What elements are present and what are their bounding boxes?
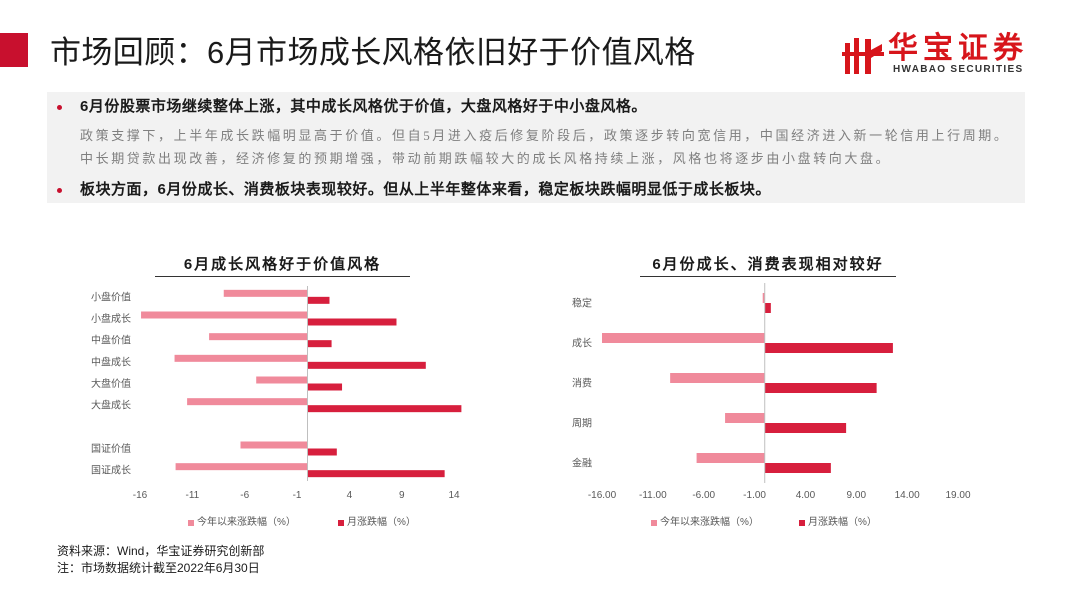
x-tick-label: -11 (185, 490, 199, 501)
monthly-change-bar (307, 383, 343, 391)
x-tick-label: -1.00 (743, 490, 766, 501)
category-label: 周期 (572, 418, 592, 430)
ytd-change-bar (696, 453, 765, 463)
monthly-change-bar (307, 361, 426, 369)
summary-bullet: 6月份股票市场继续整体上涨，其中成长风格优于价值，大盘风格好于中小盘风格。 (80, 98, 647, 115)
legend-swatch (651, 520, 657, 526)
source-note: 资料来源：Wind，华宝证券研究创新部 (57, 544, 265, 558)
monthly-change-bar (307, 470, 445, 478)
x-tick-label: -16.00 (588, 490, 617, 501)
ytd-change-bar (240, 441, 308, 449)
x-tick-label: -16 (133, 490, 148, 501)
category-label: 小盘价值 (91, 290, 131, 303)
category-label: 小盘成长 (91, 312, 131, 325)
x-tick-label: 4 (347, 490, 353, 501)
monthly-change-bar (764, 303, 771, 313)
bullet-marker (57, 105, 62, 110)
ytd-change-bar (187, 398, 308, 406)
hwabao-logo: 华宝证券 HWABAO SECURITIES (842, 32, 1042, 79)
ytd-change-bar (670, 373, 765, 383)
monthly-change-bar (764, 463, 831, 473)
legend-swatch (338, 520, 344, 526)
hwabao-logo-icon (842, 38, 884, 74)
x-tick-label: -6 (240, 490, 249, 501)
category-label: 大盘成长 (91, 399, 131, 412)
bullet-marker (57, 188, 62, 193)
category-label: 中盘价值 (91, 334, 131, 347)
category-label: 国证价值 (91, 442, 131, 455)
title-accent-bar (0, 33, 28, 67)
ytd-change-bar (174, 354, 308, 362)
monthly-change-bar (307, 448, 337, 456)
x-tick-label: 9 (399, 490, 405, 501)
chart-title: 6月份成长、消费表现相对较好 (640, 255, 896, 277)
summary-detail: 政策支撑下，上半年成长跌幅明显高于价值。但自5月进入疫后修复阶段后，政策逐步转向… (80, 128, 1010, 166)
x-tick-label: -1 (293, 490, 302, 501)
monthly-change-bar (307, 405, 462, 413)
category-label: 大盘价值 (91, 377, 131, 390)
legend-swatch (799, 520, 805, 526)
ytd-change-bar (223, 289, 308, 297)
page-title: 市场回顾：6月市场成长风格依旧好于价值风格 (50, 35, 696, 70)
ytd-change-bar (725, 413, 765, 423)
ytd-change-bar (762, 293, 765, 303)
x-tick-label: 19.00 (945, 490, 970, 501)
category-label: 消费 (572, 377, 592, 390)
x-tick-label: 14.00 (895, 490, 920, 501)
x-tick-label: -11.00 (639, 490, 667, 501)
ytd-change-bar (256, 376, 308, 384)
category-label: 成长 (572, 338, 592, 350)
data-cutoff-note: 注：市场数据统计截至2022年6月30日 (57, 561, 260, 575)
x-tick-label: 4.00 (796, 490, 816, 501)
monthly-change-bar (307, 340, 332, 348)
ytd-change-bar (141, 311, 308, 319)
monthly-change-bar (764, 383, 877, 393)
monthly-change-bar (764, 343, 893, 353)
ytd-change-bar (602, 333, 765, 343)
legend-label: 月涨跌幅（%） (347, 517, 416, 528)
category-label: 中盘成长 (91, 355, 131, 368)
legend-label: 今年以来涨跌幅（%） (660, 517, 759, 528)
legend-label: 月涨跌幅（%） (808, 517, 877, 528)
summary-bullet: 板块方面，6月份成长、消费板块表现较好。但从上半年整体来看，稳定板块跌幅明显低于… (80, 181, 771, 198)
category-label: 金融 (572, 457, 592, 470)
logo-name-cn: 华宝证券 (888, 32, 1028, 65)
x-tick-label: -6.00 (692, 490, 715, 501)
legend-swatch (188, 520, 194, 526)
monthly-change-bar (307, 318, 397, 326)
summary-box: 6月份股票市场继续整体上涨，其中成长风格优于价值，大盘风格好于中小盘风格。 政策… (47, 92, 1025, 203)
ytd-change-bar (175, 463, 308, 471)
logo-name-en: HWABAO SECURITIES (893, 64, 1024, 75)
x-tick-label: 14 (449, 490, 461, 501)
category-label: 国证成长 (91, 465, 131, 477)
chart-title: 6月成长风格好于价值风格 (155, 255, 410, 277)
monthly-change-bar (764, 423, 847, 433)
legend-label: 今年以来涨跌幅（%） (197, 517, 296, 528)
category-label: 稳定 (572, 297, 592, 310)
ytd-change-bar (209, 333, 308, 341)
monthly-change-bar (307, 296, 330, 304)
x-tick-label: 9.00 (847, 490, 867, 501)
